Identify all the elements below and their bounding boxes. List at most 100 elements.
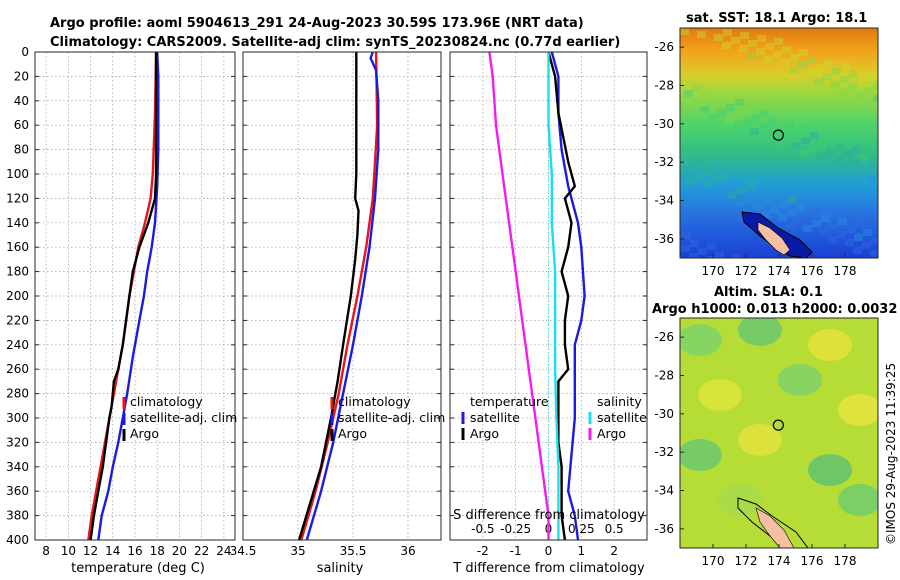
map-xtick: 178	[834, 264, 857, 278]
legend-temp-argo: Argo	[470, 426, 499, 441]
legend-sal-satellite: satellite	[597, 410, 647, 425]
depth-tick-40: 40	[14, 94, 29, 108]
profile-legend-temperature: climatology satellite-adj. clim Argo	[122, 394, 237, 441]
xtick-label: 1	[578, 544, 586, 558]
profile-legend-salinity: climatology satellite-adj. clim Argo	[330, 394, 445, 441]
sla-texture	[680, 318, 878, 516]
series-satellite	[305, 51, 380, 541]
depth-tick-180: 180	[6, 265, 29, 279]
xtick-label: 8	[42, 544, 50, 558]
series-satellite	[550, 51, 586, 541]
series-argo	[547, 51, 576, 541]
xtick-label: 22	[194, 544, 209, 558]
series-satellite	[97, 51, 160, 541]
depth-tick-120: 120	[6, 191, 29, 205]
series-argo_salinity	[488, 51, 550, 540]
depth-tick-140: 140	[6, 216, 29, 230]
map-xtick: 172	[735, 554, 758, 568]
map-xtick: 176	[801, 264, 824, 278]
map-ytick: -26	[654, 330, 674, 344]
legend-sal-header: salinity	[597, 394, 642, 409]
legend-argo: Argo	[130, 426, 159, 441]
xtick-label: 34.5	[230, 544, 257, 558]
depth-tick-60: 60	[14, 118, 29, 132]
xtick-label: 10	[61, 544, 76, 558]
xtick-label: 35	[290, 544, 305, 558]
legend-satellite-adj: satellite-adj. clim	[130, 410, 237, 425]
plot-frame	[242, 51, 442, 541]
map-xtick: 174	[768, 554, 791, 568]
map-xtick: 178	[834, 554, 857, 568]
xtick-label: -1	[510, 544, 522, 558]
depth-tick-220: 220	[6, 313, 29, 327]
series-sat_salinity	[547, 52, 560, 540]
map-xtick: 170	[702, 264, 725, 278]
map-xtick: 174	[768, 264, 791, 278]
plot-frame	[34, 51, 236, 541]
sla-map: 170 172 174 176 178 -26 -28 -30 -32 -34 -36	[654, 317, 879, 568]
sst-texture	[680, 28, 878, 258]
depth-tick-360: 360	[6, 484, 29, 498]
series-climatology	[87, 51, 158, 541]
xtick-label: 2	[610, 544, 618, 558]
xtick-label: 20	[172, 544, 187, 558]
xtick-label: 18	[150, 544, 165, 558]
temperature-panel: 8 10 12 14 16 18 20 22 24	[34, 51, 236, 558]
depth-tick-20: 20	[14, 69, 29, 83]
depth-tick-260: 260	[6, 362, 29, 376]
xtick-label: 24	[216, 544, 231, 558]
xtick-label: 36	[400, 544, 415, 558]
difference-xlabel: T difference from climatology	[452, 561, 645, 576]
sst-field	[680, 28, 878, 258]
sla-shelf-contour	[737, 497, 809, 548]
map-ytick: -30	[654, 407, 674, 421]
top-tick-label: 0.5	[605, 522, 624, 536]
map-ytick: -34	[654, 194, 674, 208]
depth-tick-380: 380	[6, 509, 29, 523]
legend-temp-satellite: satellite	[470, 410, 520, 425]
sla-map-subtitle: Argo h1000: 0.013 h2000: 0.0032	[652, 302, 897, 317]
depth-tick-80: 80	[14, 143, 29, 157]
xtick-label: 14	[105, 544, 120, 558]
depth-tick-100: 100	[6, 167, 29, 181]
depth-tick-240: 240	[6, 338, 29, 352]
figure-title-1: Argo profile: aoml 5904613_291 24-Aug-20…	[50, 16, 584, 31]
figure-title-2: Climatology: CARS2009. Satellite-adj cli…	[50, 35, 620, 50]
sst-map: 170 172 174 176 178 -26 -28 -30 -32 -34 -36	[654, 27, 879, 278]
depth-tick-340: 340	[6, 460, 29, 474]
sst-map-title: sat. SST: 18.1 Argo: 18.1	[686, 11, 867, 26]
depth-tick-0: 0	[21, 45, 29, 59]
top-tick-label: -0.5	[471, 522, 494, 536]
legend-climatology: climatology	[130, 394, 203, 409]
argo-position-marker	[772, 129, 784, 141]
xtick-label: 12	[83, 544, 98, 558]
depth-tick-280: 280	[6, 387, 29, 401]
legend-sal-argo: Argo	[597, 426, 626, 441]
top-tick-label: -0.25	[500, 522, 531, 536]
sla-island	[755, 507, 795, 548]
xtick-label: 16	[127, 544, 142, 558]
depth-tick-300: 300	[6, 411, 29, 425]
map-ytick: -30	[654, 117, 674, 131]
depth-tick-400: 400	[6, 533, 29, 547]
xtick-label: -2	[477, 544, 489, 558]
legend-satellite-adj-2: satellite-adj. clim	[338, 410, 445, 425]
depth-tick-200: 200	[6, 289, 29, 303]
map-ytick: -32	[654, 155, 674, 169]
depth-tick-160: 160	[6, 240, 29, 254]
salinity-xlabel: salinity	[317, 561, 364, 576]
xtick-label: 0	[545, 544, 553, 558]
salinity-panel: 34.5 35 35.5 36	[230, 51, 442, 558]
series-argo	[89, 52, 158, 541]
series-argo	[297, 52, 360, 541]
map-ytick: -28	[654, 79, 674, 93]
difference-xlabel-top: S difference from climatology	[453, 508, 645, 523]
legend-argo-2: Argo	[338, 426, 367, 441]
map-ytick: -32	[654, 445, 674, 459]
map-ytick: -26	[654, 40, 674, 54]
argo-position-marker	[772, 419, 784, 431]
plot-frame	[449, 51, 648, 541]
legend-temp-header: temperature	[470, 394, 549, 409]
sst-island	[757, 221, 791, 256]
